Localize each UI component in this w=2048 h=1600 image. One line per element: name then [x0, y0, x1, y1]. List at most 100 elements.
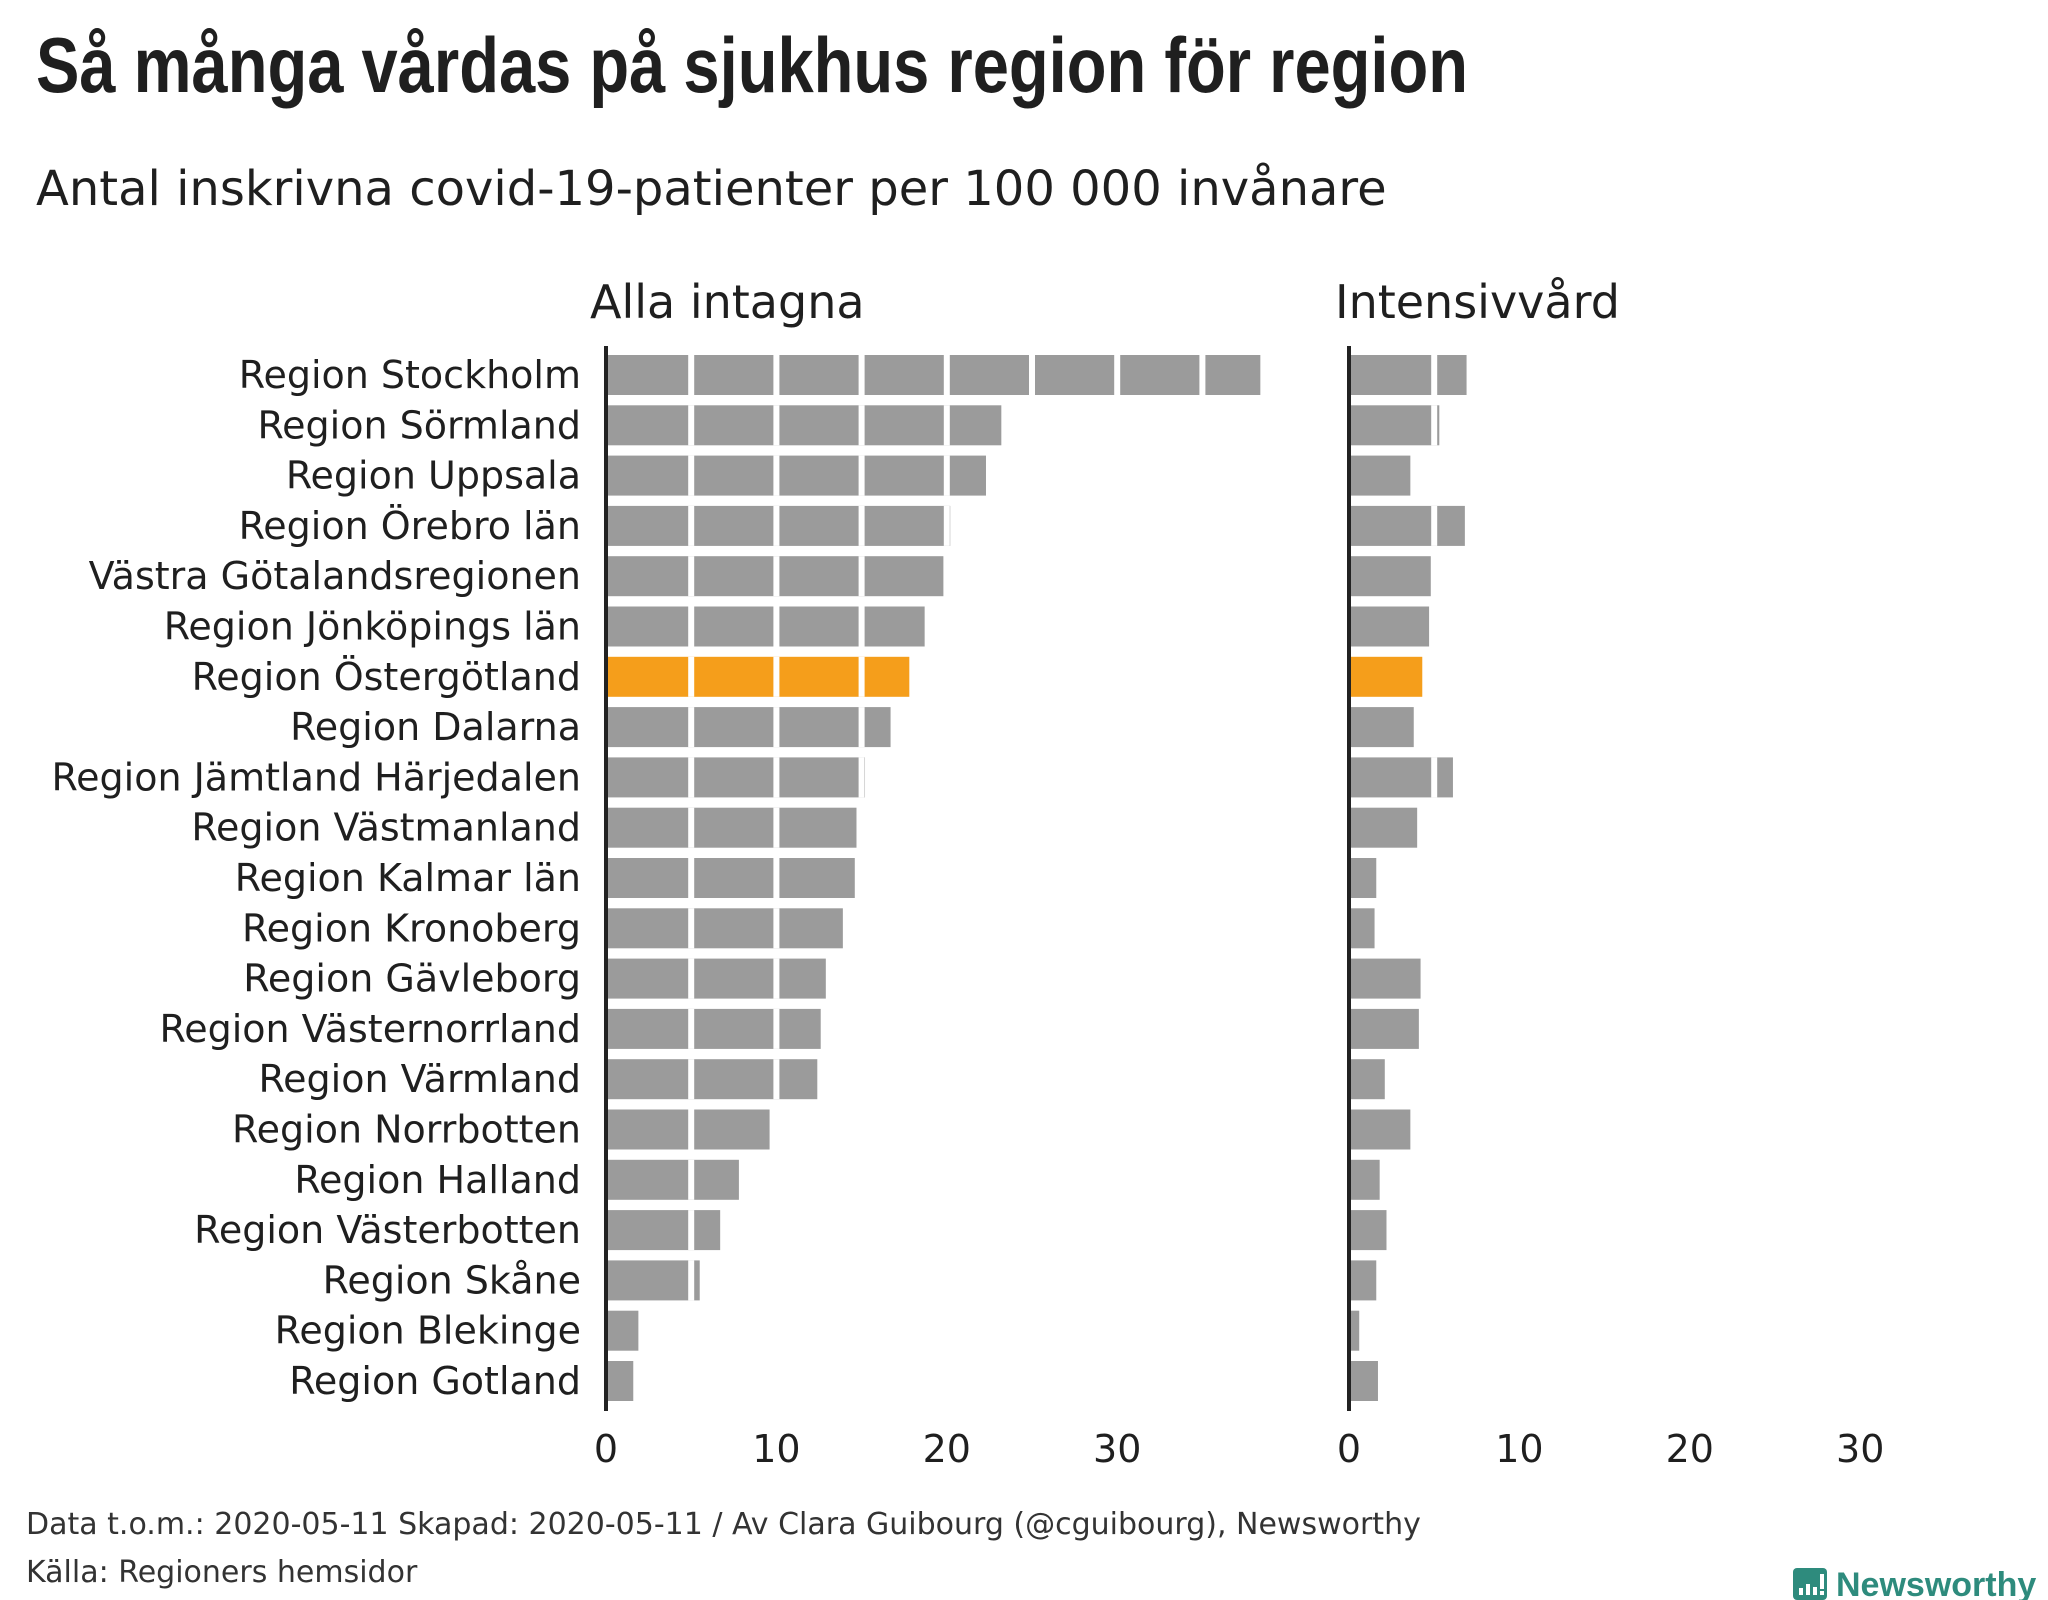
newsworthy-logo[interactable]: Newsworthy	[1793, 1566, 2036, 1600]
segment-gap	[773, 355, 780, 395]
segment-gap	[773, 556, 780, 597]
category-label: Region Norrbotten	[232, 1108, 581, 1152]
segment-gap	[858, 505, 865, 546]
category-label: Region Skåne	[323, 1258, 581, 1302]
bar-icu	[1351, 1159, 1380, 1200]
bar-all	[608, 1159, 739, 1200]
tick-label: 30	[1093, 1427, 1141, 1471]
bar-icu	[1351, 757, 1453, 798]
newsworthy-logo-icon	[1793, 1568, 1827, 1600]
footer-credit: Data t.o.m.: 2020-05-11 Skapad: 2020-05-…	[26, 1507, 1421, 1542]
bar-all	[608, 1260, 700, 1301]
segment-gap	[773, 656, 780, 697]
bar-icu	[1351, 958, 1421, 999]
segment-gap	[773, 807, 780, 848]
bar-icu	[1351, 1361, 1378, 1401]
segment-gap	[688, 1008, 695, 1049]
segment-gap	[858, 757, 865, 798]
bar-icu	[1351, 858, 1377, 898]
bar-all	[608, 1210, 721, 1251]
tick-label: 20	[1666, 1427, 1714, 1471]
category-label: Region Västerbotten	[194, 1208, 581, 1252]
segment-gap	[1199, 355, 1206, 395]
segment-gap	[688, 908, 695, 949]
segment-gap	[773, 405, 780, 446]
category-label: Region Gävleborg	[243, 957, 581, 1001]
segment-gap	[943, 505, 950, 546]
bar-all	[608, 707, 891, 748]
segment-gap	[773, 455, 780, 496]
segment-gap	[858, 606, 865, 647]
segment-gap	[773, 958, 780, 999]
bar-all	[608, 606, 925, 647]
category-label: Västra Götalandsregionen	[89, 554, 581, 598]
segment-gap	[858, 455, 865, 496]
bar-icu	[1351, 1109, 1411, 1150]
category-label: Region Dalarna	[290, 705, 581, 749]
bar-all	[608, 1361, 634, 1401]
segment-gap	[688, 455, 695, 496]
tick-label: 10	[1495, 1427, 1543, 1471]
bar-all	[608, 1059, 818, 1100]
axes: 0 10 20 30 0 10 20 30	[594, 346, 1884, 1471]
category-label: Region Kronoberg	[242, 906, 581, 950]
bar-all	[608, 455, 986, 496]
segment-gap	[943, 355, 950, 395]
tick-label: 20	[923, 1427, 971, 1471]
category-label: Region Jämtland Härjedalen	[51, 755, 581, 799]
segment-gap	[688, 606, 695, 647]
chart-subtitle: Antal inskrivna covid-19-patienter per 1…	[36, 161, 1387, 217]
segment-gap	[943, 405, 950, 446]
segment-gap	[688, 405, 695, 446]
segment-gap	[688, 355, 695, 395]
category-label: Region Halland	[294, 1158, 581, 1202]
segment-gap	[1431, 355, 1438, 395]
bar-all	[608, 1008, 821, 1049]
bar-icu	[1351, 355, 1467, 395]
segment-gap	[773, 707, 780, 748]
tick-label: 0	[594, 1427, 618, 1471]
bar-icu	[1351, 556, 1431, 597]
segment-gap	[1029, 355, 1035, 395]
bar-icu	[1351, 1059, 1385, 1100]
tick-label: 30	[1836, 1427, 1884, 1471]
segment-gap	[688, 505, 695, 546]
segment-gap	[773, 1008, 780, 1049]
segment-gap	[688, 807, 695, 848]
chart-title: Så många vårdas på sjukhus region för re…	[36, 21, 1468, 109]
segment-gap	[688, 1159, 695, 1200]
segment-gap	[773, 505, 780, 546]
segment-gap	[943, 455, 950, 496]
category-label: Region Örebro län	[239, 504, 581, 548]
bar-icu	[1351, 1260, 1377, 1301]
segment-gap	[773, 908, 780, 949]
category-label: Region Sörmland	[257, 403, 581, 447]
category-label: Region Uppsala	[286, 454, 581, 498]
bar-all	[608, 958, 826, 999]
bar-all	[608, 757, 866, 798]
bar-icu	[1351, 405, 1440, 446]
segment-gap	[858, 707, 865, 748]
category-label: Region Västmanland	[191, 806, 581, 850]
segment-gap	[688, 556, 695, 597]
bar-icu	[1351, 505, 1465, 546]
segment-gap	[773, 858, 780, 898]
segment-gap	[688, 1260, 695, 1301]
bar-all	[608, 908, 843, 949]
segment-gap	[688, 707, 695, 748]
category-labels: Region Stockholm Region Sörmland Region Up…	[51, 353, 581, 1403]
bar-all	[608, 1310, 639, 1351]
newsworthy-logo-text: Newsworthy	[1836, 1566, 2036, 1600]
bar-icu	[1351, 707, 1414, 748]
panel-title-all: Alla intagna	[590, 275, 865, 329]
bars	[608, 355, 1467, 1401]
footer-source: Källa: Regioners hemsidor	[26, 1555, 418, 1590]
category-label: Region Östergötland	[192, 655, 581, 699]
segment-gap	[858, 556, 865, 597]
panel-title-icu: Intensivvård	[1335, 275, 1620, 329]
bar-icu	[1351, 807, 1418, 848]
bar-icu	[1351, 656, 1423, 697]
bar-icu	[1351, 455, 1411, 496]
bar-icu	[1351, 1008, 1419, 1049]
